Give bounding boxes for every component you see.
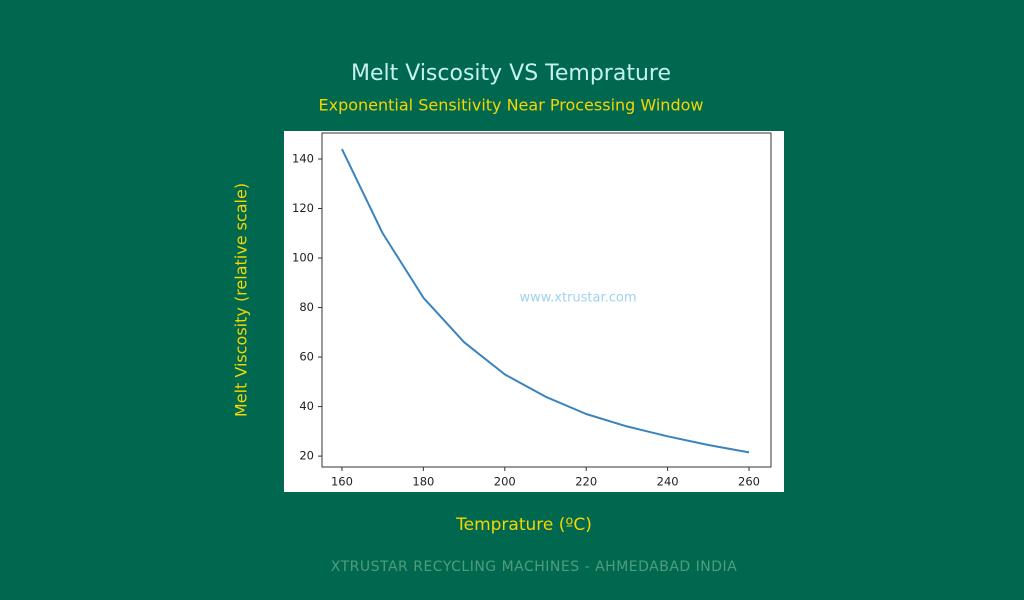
x-tick-label: 160 [331,475,353,489]
x-tick-label: 220 [575,475,597,489]
y-tick-label: 60 [299,350,314,364]
chart-subtitle: Exponential Sensitivity Near Processing … [319,96,704,115]
y-tick-label: 80 [299,300,314,314]
y-tick-label: 20 [299,449,314,463]
watermark: www.xtrustar.com [519,291,636,306]
line-series [341,148,750,454]
y-axis-label: Melt Viscosity (relative scale) [232,183,251,417]
x-tick-label: 240 [657,475,679,489]
y-tick-label: 120 [292,201,314,215]
y-tick-label: 140 [292,151,314,165]
x-tick-label: 260 [738,475,760,489]
x-tick-label: 180 [412,475,434,489]
chart-title: Melt Viscosity VS Temprature [351,61,671,86]
x-tick-label: 200 [494,475,516,489]
plot-frame [321,132,772,468]
y-tick-label: 40 [299,399,314,413]
y-tick-label: 100 [292,251,314,265]
x-axis-label: Temprature (ºC) [455,515,592,535]
footer: XTRUSTAR RECYCLING MACHINES - AHMEDABAD … [331,559,737,575]
plot-panel [284,131,784,492]
